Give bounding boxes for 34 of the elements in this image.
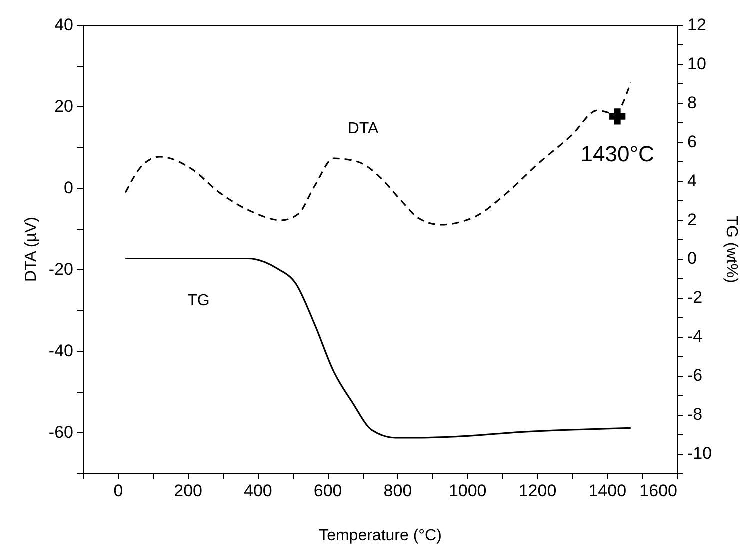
y-tick-label: 20 xyxy=(54,96,74,116)
x-tick-label: 0 xyxy=(114,482,124,500)
series-label: DTA xyxy=(348,120,380,138)
y2-tick-label: -2 xyxy=(688,288,703,308)
y2-tick-label: 10 xyxy=(688,54,706,74)
y2-tick-label: -10 xyxy=(688,444,712,464)
y2-tick-label: 8 xyxy=(688,93,697,112)
x-tick-label: 200 xyxy=(174,482,203,500)
x-tick-label: 1200 xyxy=(518,482,557,500)
y2-tick-label: -4 xyxy=(688,327,703,346)
x-axis-title: Temperature (°C) xyxy=(319,528,442,544)
y-tick-label: -20 xyxy=(48,260,74,279)
y-tick-label: 0 xyxy=(64,178,74,198)
y-tick-label: -40 xyxy=(48,341,74,360)
x-tick-label: 600 xyxy=(314,482,342,500)
x-tick-label: 1400 xyxy=(588,482,627,500)
x-tick-label: 1000 xyxy=(448,482,487,500)
y2-tick-label: -8 xyxy=(688,405,703,424)
y2-tick-label: 0 xyxy=(688,249,697,268)
y-tick-label: 40 xyxy=(54,16,74,34)
y2-tick-label: 12 xyxy=(688,16,706,34)
annotation: 1430°C xyxy=(580,142,655,167)
y2-tick-label: 2 xyxy=(688,210,697,230)
y-tick-label: -60 xyxy=(48,422,74,442)
x-tick-label: 1600 xyxy=(640,482,678,500)
text: TG xyxy=(188,292,210,310)
y2-tick-label: 6 xyxy=(688,132,697,152)
x-tick-label: 800 xyxy=(384,482,412,500)
y-axis-title: DTA (µV) xyxy=(22,217,40,282)
y2-axis-title: TG (wt%) xyxy=(723,216,740,284)
x-tick-label: 400 xyxy=(244,482,272,500)
y2-tick-label: 4 xyxy=(688,171,697,190)
line-series xyxy=(124,258,632,439)
y2-tick-label: -6 xyxy=(688,366,703,386)
